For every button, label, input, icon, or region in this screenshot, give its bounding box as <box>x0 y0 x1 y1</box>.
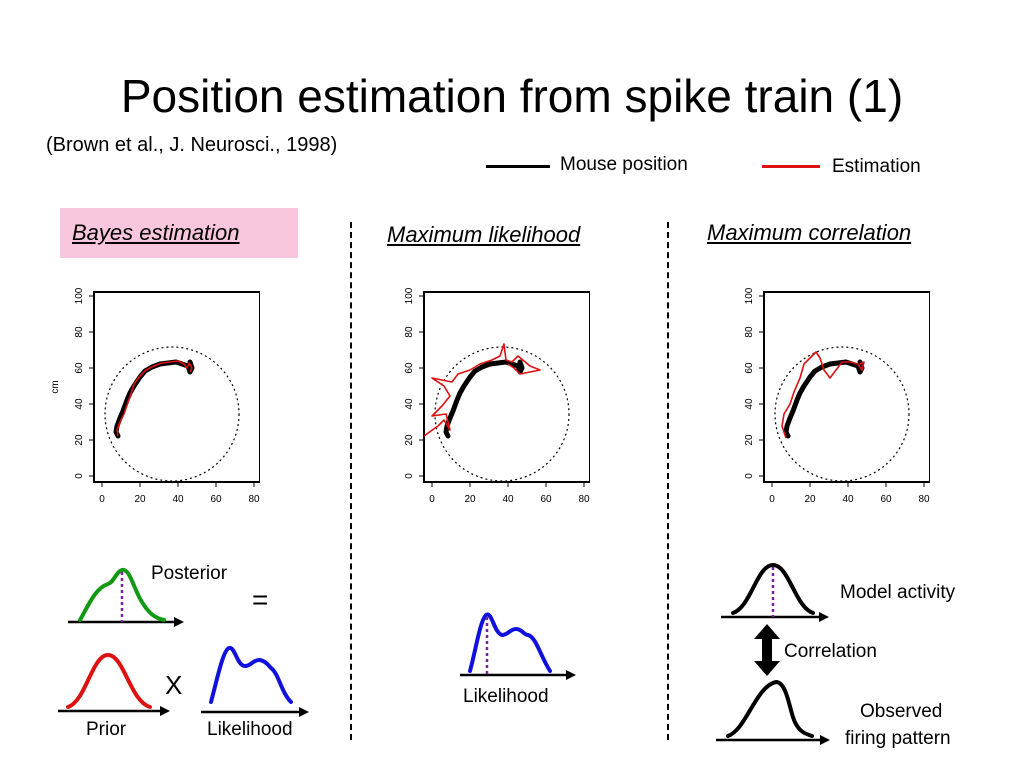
multiply-sign: X <box>165 670 183 700</box>
ml-mouse-path <box>443 359 525 439</box>
bayes-y-tick-label: 20 <box>74 434 85 446</box>
ml-arena-circle <box>434 346 570 482</box>
likelihood-curve-bayes <box>209 646 293 704</box>
ml-estimation-path <box>423 343 541 437</box>
posterior-curve <box>78 568 166 622</box>
bayes-trajectory-plot: 0 20 40 60 80 0 20 40 60 80 100 cm <box>50 287 260 505</box>
likelihood-curve-ml <box>468 612 552 673</box>
ml-y-tick-label: 80 <box>404 326 415 338</box>
mc-y-tick-label: 0 <box>744 473 755 479</box>
ml-x-tick-label: 80 <box>578 494 590 505</box>
ml-trajectory-plot: 0 20 40 60 80 0 20 40 60 80 100 <box>404 287 590 505</box>
observed-firing-label-line1: Observed <box>860 701 943 722</box>
mc-x-tick-label: 40 <box>842 494 854 505</box>
prior-curve <box>66 652 152 709</box>
bayes-y-tick-label: 0 <box>74 473 85 479</box>
ml-y-tick-label: 40 <box>404 398 415 410</box>
mc-plot-frame <box>763 291 930 483</box>
model-activity-axis-arrow <box>819 612 829 622</box>
bayes-highlight-box <box>60 208 298 258</box>
ml-y-tick-label: 20 <box>404 434 415 446</box>
bayes-estimation-path <box>116 360 193 437</box>
bayes-y-tick-label: 80 <box>74 326 85 338</box>
observed-firing-label-line2: firing pattern <box>845 728 951 749</box>
observed-firing-curve-diagram <box>716 679 830 745</box>
posterior-axis-arrow <box>174 617 184 627</box>
ml-y-tick-label: 100 <box>404 287 415 304</box>
ml-x-tick-label: 20 <box>464 494 476 505</box>
mc-estimation-path <box>781 351 865 439</box>
posterior-curve-diagram <box>68 568 184 627</box>
bayes-y-tick-label: 40 <box>74 398 85 410</box>
correlation-double-arrow <box>754 624 780 676</box>
observed-firing-axis-arrow <box>820 735 830 745</box>
ml-y-tick-label: 0 <box>404 473 415 479</box>
ml-x-tick-label: 60 <box>540 494 552 505</box>
divider-left <box>350 222 352 740</box>
bayes-x-tick-label: 0 <box>99 494 105 505</box>
method-max-correlation: Maximum correlation <box>707 220 912 245</box>
posterior-label: Posterior <box>151 563 228 584</box>
legend-line-estimation <box>762 165 820 168</box>
ml-x-tick-label: 0 <box>429 494 435 505</box>
ml-x-tick-label: 40 <box>502 494 514 505</box>
mc-y-tick-label: 40 <box>744 398 755 410</box>
bayes-plot-frame <box>93 291 260 483</box>
observed-firing-curve <box>726 679 814 738</box>
method-max-likelihood: Maximum likelihood <box>387 222 581 247</box>
mc-x-tick-label: 0 <box>769 494 775 505</box>
legend-label-estimation: Estimation <box>832 156 921 177</box>
legend: Mouse position Estimation <box>480 150 960 180</box>
citation: (Brown et al., J. Neurosci., 1998) <box>46 134 338 156</box>
model-activity-label: Model activity <box>840 582 956 603</box>
likelihood-label-bayes: Likelihood <box>207 719 293 740</box>
mc-arena-circle <box>774 346 910 482</box>
bayes-x-tick-label: 40 <box>172 494 184 505</box>
method-bayes: Bayes estimation <box>72 220 240 245</box>
y-axis-label: cm <box>50 380 61 393</box>
mc-y-tick-label: 20 <box>744 434 755 446</box>
divider-right <box>667 222 669 740</box>
bayes-x-tick-label: 60 <box>210 494 222 505</box>
bayes-mouse-path <box>113 359 195 439</box>
likelihood-axis-arrow-bayes <box>299 707 309 717</box>
slide-title: Position estimation from spike train (1) <box>120 70 904 122</box>
likelihood-axis-arrow-ml <box>566 670 576 680</box>
mc-y-tick-label: 100 <box>744 287 755 304</box>
prior-curve-diagram <box>58 652 170 716</box>
legend-line-mouse <box>486 165 550 168</box>
mc-y-tick-label: 60 <box>744 362 755 374</box>
likelihood-curve-diagram-bayes <box>201 646 309 717</box>
bayes-y-tick-label: 60 <box>74 362 85 374</box>
mc-x-tick-label: 80 <box>918 494 930 505</box>
mc-trajectory-plot: 0 20 40 60 80 0 20 40 60 80 100 <box>744 287 930 505</box>
prior-axis-arrow <box>160 706 170 716</box>
bayes-x-tick-label: 20 <box>134 494 146 505</box>
mc-y-tick-label: 80 <box>744 326 755 338</box>
legend-label-mouse: Mouse position <box>560 154 688 175</box>
ml-plot-frame <box>423 291 590 483</box>
mc-x-tick-label: 60 <box>880 494 892 505</box>
model-activity-curve <box>731 562 815 615</box>
model-activity-curve-diagram <box>721 562 829 622</box>
correlation-label: Correlation <box>784 641 877 662</box>
prior-label: Prior <box>86 719 127 740</box>
bayes-y-tick-label: 100 <box>74 287 85 304</box>
ml-y-tick-label: 60 <box>404 362 415 374</box>
equals-sign: = <box>252 584 269 615</box>
bayes-arena-circle <box>104 346 240 482</box>
likelihood-label-ml: Likelihood <box>463 686 549 707</box>
likelihood-curve-diagram-ml <box>460 612 576 680</box>
mc-x-tick-label: 20 <box>804 494 816 505</box>
mc-mouse-path <box>783 359 865 439</box>
bayes-x-tick-label: 80 <box>248 494 260 505</box>
